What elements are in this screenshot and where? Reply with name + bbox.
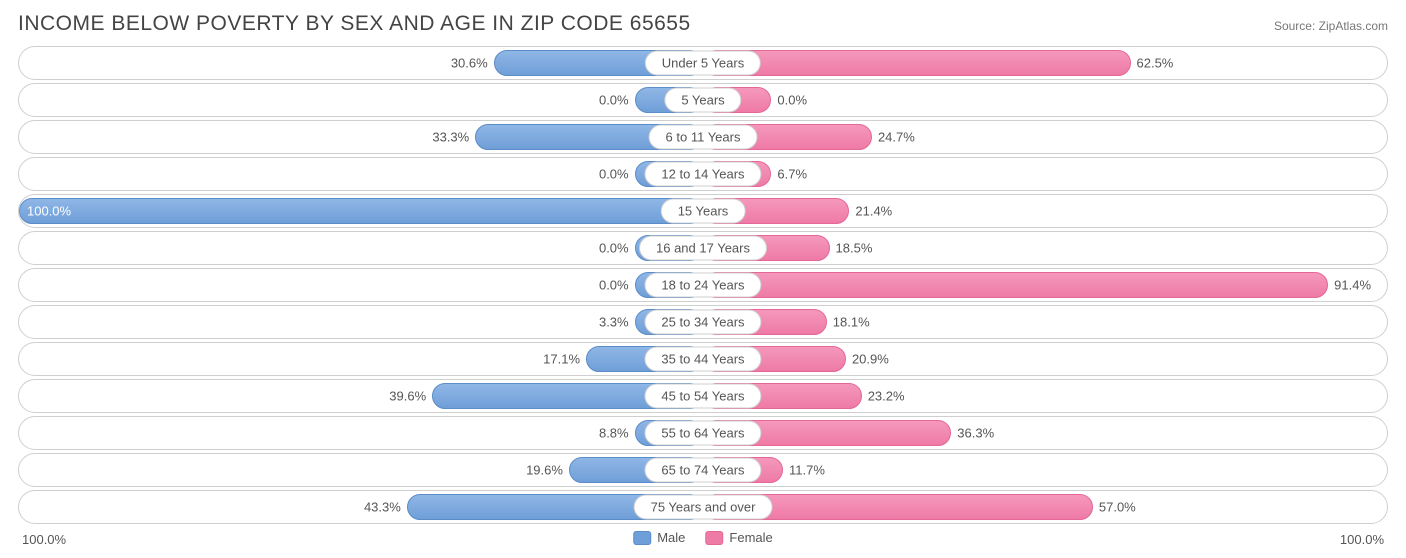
pyramid-row: 8.8% 36.3% 55 to 64 Years [18, 416, 1388, 450]
age-label: 25 to 34 Years [644, 310, 761, 335]
male-value: 39.6% [389, 389, 426, 404]
age-label: 15 Years [661, 199, 746, 224]
age-label: Under 5 Years [645, 51, 761, 76]
female-value: 36.3% [957, 426, 994, 441]
pyramid-row: 0.0% 18.5% 16 and 17 Years [18, 231, 1388, 265]
axis-left-label: 100.0% [22, 532, 66, 547]
male-value: 100.0% [27, 204, 71, 219]
pyramid-row: 3.3% 18.1% 25 to 34 Years [18, 305, 1388, 339]
male-value: 3.3% [599, 315, 629, 330]
female-value: 0.0% [777, 93, 807, 108]
pyramid-row: 0.0% 91.4% 18 to 24 Years [18, 268, 1388, 302]
legend-female: Female [705, 530, 772, 545]
male-bar [19, 198, 703, 224]
legend: Male Female [633, 530, 773, 545]
female-value: 24.7% [878, 130, 915, 145]
male-value: 0.0% [599, 278, 629, 293]
age-label: 18 to 24 Years [644, 273, 761, 298]
pyramid-chart: 30.6% 62.5% Under 5 Years 0.0% 0.0% 5 Years 33… [18, 46, 1388, 524]
age-label: 75 Years and over [634, 495, 773, 520]
female-bar [703, 272, 1328, 298]
female-value: 18.1% [833, 315, 870, 330]
age-label: 55 to 64 Years [644, 421, 761, 446]
age-label: 12 to 14 Years [644, 162, 761, 187]
female-value: 62.5% [1137, 56, 1174, 71]
male-value: 30.6% [451, 56, 488, 71]
axis-right-label: 100.0% [1340, 532, 1384, 547]
pyramid-row: 100.0% 21.4% 15 Years [18, 194, 1388, 228]
pyramid-row: 43.3% 57.0% 75 Years and over [18, 490, 1388, 524]
pyramid-row: 39.6% 23.2% 45 to 54 Years [18, 379, 1388, 413]
age-label: 35 to 44 Years [644, 347, 761, 372]
female-value: 91.4% [1334, 278, 1371, 293]
male-value: 19.6% [526, 463, 563, 478]
age-label: 45 to 54 Years [644, 384, 761, 409]
female-swatch-icon [705, 531, 723, 545]
age-label: 16 and 17 Years [639, 236, 767, 261]
pyramid-row: 0.0% 0.0% 5 Years [18, 83, 1388, 117]
female-value: 11.7% [789, 463, 825, 478]
age-label: 5 Years [664, 88, 741, 113]
legend-female-label: Female [729, 530, 772, 545]
chart-source: Source: ZipAtlas.com [1274, 19, 1388, 33]
female-bar [703, 50, 1131, 76]
age-label: 6 to 11 Years [649, 125, 758, 150]
female-value: 57.0% [1099, 500, 1136, 515]
male-value: 33.3% [432, 130, 469, 145]
male-value: 0.0% [599, 167, 629, 182]
pyramid-row: 17.1% 20.9% 35 to 44 Years [18, 342, 1388, 376]
pyramid-row: 33.3% 24.7% 6 to 11 Years [18, 120, 1388, 154]
pyramid-row: 30.6% 62.5% Under 5 Years [18, 46, 1388, 80]
male-value: 43.3% [364, 500, 401, 515]
pyramid-row: 0.0% 6.7% 12 to 14 Years [18, 157, 1388, 191]
female-value: 20.9% [852, 352, 889, 367]
pyramid-row: 19.6% 11.7% 65 to 74 Years [18, 453, 1388, 487]
male-value: 0.0% [599, 93, 629, 108]
chart-header: INCOME BELOW POVERTY BY SEX AND AGE IN Z… [18, 12, 1388, 36]
legend-male-label: Male [657, 530, 685, 545]
female-value: 6.7% [777, 167, 807, 182]
legend-male: Male [633, 530, 685, 545]
male-value: 0.0% [599, 241, 629, 256]
chart-footer: 100.0% Male Female 100.0% [18, 530, 1388, 554]
female-value: 18.5% [836, 241, 873, 256]
male-swatch-icon [633, 531, 651, 545]
male-value: 17.1% [543, 352, 580, 367]
female-value: 23.2% [868, 389, 905, 404]
chart-title: INCOME BELOW POVERTY BY SEX AND AGE IN Z… [18, 12, 691, 36]
male-value: 8.8% [599, 426, 629, 441]
age-label: 65 to 74 Years [644, 458, 761, 483]
female-value: 21.4% [855, 204, 892, 219]
